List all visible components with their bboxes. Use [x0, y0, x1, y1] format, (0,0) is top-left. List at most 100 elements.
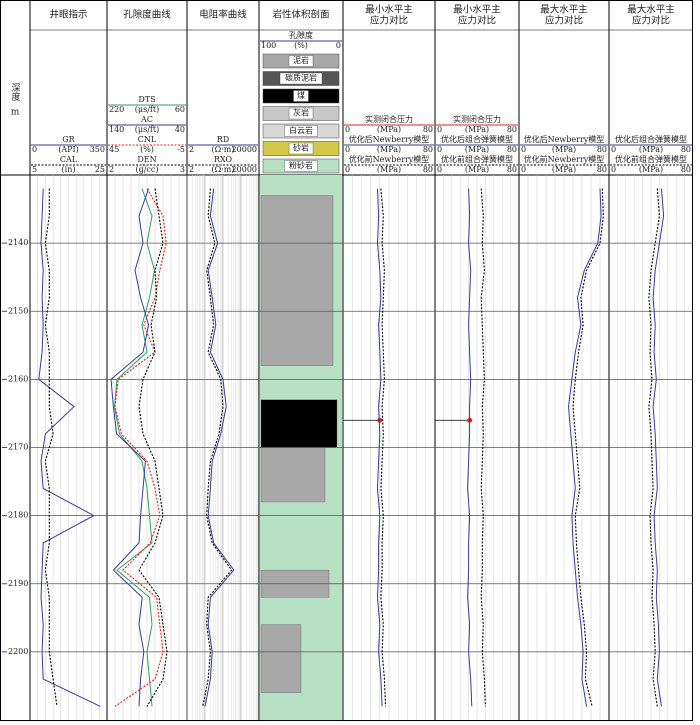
scale-max: 20000 — [232, 165, 257, 174]
scale-unit: (MPa) — [639, 165, 663, 174]
lithology-legend-label: 粉砂岩 — [289, 160, 313, 170]
curve-name: 优化前Newberry模型 — [349, 154, 430, 164]
depth-tick-label: 2140 — [8, 238, 28, 247]
scale-unit: (Ω·m) — [211, 165, 234, 174]
scale-min: 2 — [109, 165, 114, 174]
scale-min: 0 — [611, 165, 616, 174]
log-curve — [652, 188, 665, 707]
scale-min: 2 — [189, 145, 194, 154]
scale-min: 0 — [437, 165, 442, 174]
scale-max: 80 — [681, 145, 691, 154]
scale-max: 0 — [336, 41, 341, 50]
log-curve — [44, 188, 58, 707]
log-curve — [572, 188, 604, 707]
curve-name: DTS — [138, 95, 155, 104]
track-title: 应力对比 — [458, 15, 496, 27]
lithology-legend-label: 泥岩 — [293, 55, 309, 65]
measured-point — [377, 417, 383, 423]
log-curve — [202, 188, 233, 707]
scale-max: 80 — [423, 145, 433, 154]
depth-tick-label: 2160 — [8, 374, 28, 383]
scale-min: 0 — [32, 145, 37, 154]
curve-name: AC — [140, 115, 153, 124]
scale-unit: (%) — [140, 145, 154, 154]
scale-min: 0 — [611, 145, 616, 154]
log-curve — [110, 188, 150, 707]
depth-label: 深度 — [10, 83, 21, 102]
curve-name: 优化后组合弹簧模型 — [441, 134, 513, 144]
lithology-interval — [260, 624, 302, 693]
track-title: 电阻率曲线 — [199, 9, 247, 21]
scale-max: 80 — [507, 145, 517, 154]
track-title: 最大水平主 — [627, 4, 675, 16]
scale-unit: (μs/ft) — [135, 105, 159, 114]
lithology-label-box — [284, 125, 318, 137]
lithology-legend-label: 砂岩 — [293, 143, 309, 153]
scale-max: 80 — [597, 165, 607, 174]
scale-unit: (μs/ft) — [135, 125, 159, 134]
log-curve — [138, 188, 168, 707]
lithology-label-box — [288, 107, 314, 120]
scale-min: 0 — [437, 125, 442, 134]
curve-name: CNL — [138, 135, 157, 144]
depth-tick-label: 2170 — [8, 443, 28, 452]
depth-tick-label: 2180 — [8, 511, 28, 520]
lithology-legend-label: 灰岩 — [293, 108, 309, 118]
lithology-label-box — [279, 72, 323, 85]
curve-name: GR — [62, 135, 75, 144]
scale-min: 2 — [189, 165, 194, 174]
depth-tick-label: 2190 — [8, 579, 28, 588]
scale-max: 20000 — [232, 145, 257, 154]
curve-name: 优化前组合弹簧模型 — [615, 154, 687, 164]
scale-min: 0 — [437, 145, 442, 154]
curve-name: 优化前Newberry模型 — [524, 154, 605, 164]
log-curve — [376, 188, 383, 707]
scale-max: 80 — [423, 125, 433, 134]
track-title: 岩性体积剖面 — [272, 9, 329, 21]
lithology-label-box — [293, 90, 309, 102]
scale-unit: (API) — [58, 145, 79, 154]
lithology-legend-label: 碳质泥岩 — [285, 73, 317, 83]
curve-name: 实测闭合压力 — [453, 114, 501, 124]
log-curve — [38, 188, 101, 707]
track-title: 应力对比 — [370, 15, 408, 27]
scale-max: 80 — [507, 165, 517, 174]
scale-min: 100 — [261, 41, 276, 50]
scale-min: 0 — [521, 165, 526, 174]
scale-max: 80 — [507, 125, 517, 134]
curve-name: DEN — [137, 155, 156, 164]
track-title: 井眼指示 — [49, 9, 87, 21]
scale-min: 0 — [345, 145, 350, 154]
lithology-label-box — [288, 142, 314, 155]
log-curve — [204, 188, 235, 707]
depth-unit: m — [11, 108, 20, 118]
curve-name: 实测闭合压力 — [365, 114, 413, 124]
scale-unit: (MPa) — [377, 125, 401, 134]
scale-unit: (in) — [62, 165, 76, 174]
log-curve — [467, 188, 473, 707]
scale-max: 60 — [175, 105, 185, 114]
depth-tick-label: 2200 — [8, 647, 28, 656]
scale-min: 0 — [521, 145, 526, 154]
log-curve — [567, 188, 602, 707]
scale-min: 0 — [345, 125, 350, 134]
lithology-legend-label: 煤 — [297, 90, 305, 100]
depth-tick-label: 2150 — [8, 306, 28, 315]
scale-unit: (MPa) — [465, 165, 489, 174]
curve-name: 优化前组合弹簧模型 — [441, 154, 513, 164]
scale-max: 80 — [597, 145, 607, 154]
lithology-interval — [260, 195, 334, 366]
scale-unit: (MPa) — [465, 125, 489, 134]
log-curve — [648, 188, 660, 707]
scale-max: 80 — [681, 165, 691, 174]
scale-unit: (%) — [294, 41, 308, 50]
scale-unit: (MPa) — [639, 145, 663, 154]
scale-unit: (MPa) — [377, 165, 401, 174]
scale-unit: (MPa) — [377, 145, 401, 154]
lithology-interval — [260, 399, 338, 448]
curve-name: RXO — [214, 155, 233, 164]
scale-min: 220 — [109, 105, 124, 114]
track-title: 最小水平主 — [365, 4, 413, 16]
curve-name: 孔隙度 — [289, 30, 313, 40]
